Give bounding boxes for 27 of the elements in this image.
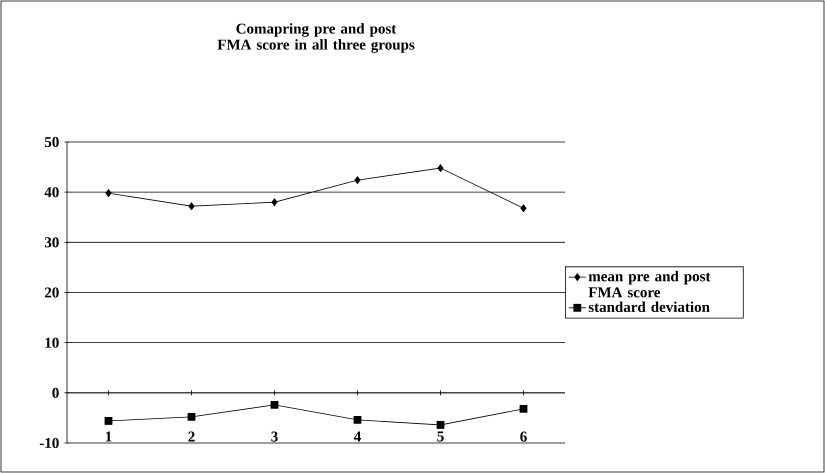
point [437,164,444,172]
x-tick-label: 5 [437,432,444,442]
point [270,400,278,409]
point [436,421,444,429]
point [105,189,112,198]
point [520,404,528,413]
y-tick-label: 20 [44,287,59,298]
y-tick-label: 50 [44,136,59,148]
point [104,417,112,425]
y-tick-label: 40 [44,187,59,198]
point [354,176,361,184]
y-tick-label: 0 [52,388,59,398]
chart-title: Comapring pre and post FMA score in all three groups [218,23,414,53]
y-tick-label: 30 [44,237,59,248]
point [520,204,527,212]
point [271,198,278,206]
y-tick-label: -10 [40,438,59,448]
point [188,413,196,421]
y-tick-label: 10 [46,338,59,348]
x-tick-label: 6 [520,432,527,442]
point [188,202,195,210]
point [354,416,362,424]
legend-label: standard deviation [588,302,710,312]
x-tick-label: 3 [271,432,278,442]
x-tick-label: 2 [188,432,195,442]
x-tick-label: 1 [106,432,112,442]
x-tick-label: 4 [354,432,361,442]
